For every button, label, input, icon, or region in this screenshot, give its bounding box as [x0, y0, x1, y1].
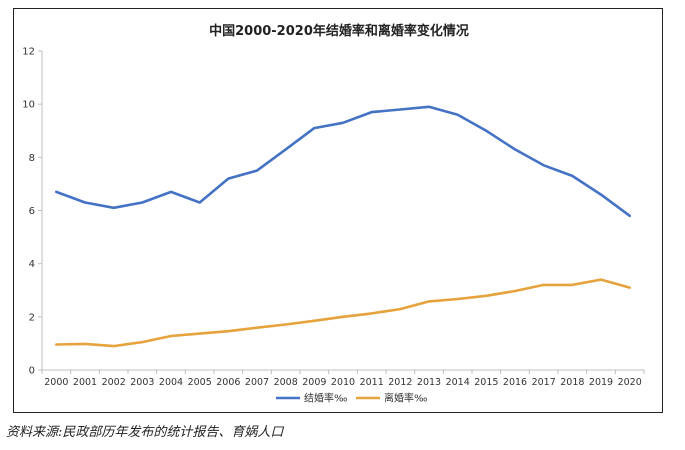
- x-tick-label: 2001: [73, 377, 97, 388]
- series-line-0: [54, 105, 632, 218]
- x-tick-label: 2011: [360, 377, 384, 388]
- x-tick-label: 2005: [188, 377, 212, 388]
- x-tick-label: 2006: [216, 377, 240, 388]
- chart-title: 中国2000-2020年结婚率和离婚率变化情况: [209, 23, 469, 39]
- x-tick-label: 2004: [159, 377, 183, 388]
- y-tick-label: 2: [29, 312, 35, 323]
- x-tick-label: 2008: [274, 377, 298, 388]
- x-tick-label: 2013: [417, 377, 441, 388]
- series-lines: [54, 105, 632, 348]
- y-tick-label: 8: [29, 153, 35, 164]
- x-tick-label: 2010: [331, 377, 355, 388]
- y-axis: 0 2 4 6 8 10 12: [22, 47, 43, 377]
- chart-frame: 中国2000-2020年结婚率和离婚率变化情况 0 2 4 6 8 10 12 2000 20…: [13, 8, 663, 413]
- x-tick-label: 2014: [446, 377, 470, 388]
- x-tick-label: 2007: [245, 377, 269, 388]
- y-tick-label: 4: [29, 259, 35, 270]
- x-tick-label: 2015: [474, 377, 498, 388]
- x-tick-label: 2012: [388, 377, 412, 388]
- x-tick-label: 2017: [532, 377, 556, 388]
- x-axis: 2000 2001 2002 2003 2004 2005 2006 2007 2008 2009…: [41, 369, 645, 388]
- series-line-1: [54, 278, 632, 348]
- x-tick-label: 2016: [503, 377, 527, 388]
- x-tick-label: 2019: [589, 377, 613, 388]
- legend-label: 离婚率‰: [384, 392, 427, 405]
- y-tick-label: 0: [29, 366, 35, 377]
- y-tick-label: 10: [22, 100, 35, 111]
- x-tick-label: 2009: [302, 377, 326, 388]
- x-tick-label: 2018: [560, 377, 584, 388]
- x-tick-label: 2000: [44, 377, 68, 388]
- x-tick-label: 2002: [102, 377, 126, 388]
- y-tick-label: 6: [29, 206, 35, 217]
- x-tick-label: 2020: [618, 377, 642, 388]
- legend: 结婚率‰ 离婚率‰: [276, 392, 427, 405]
- legend-label: 结婚率‰: [304, 392, 347, 405]
- y-tick-label: 12: [22, 47, 35, 58]
- source-note: 资料来源:民政部历年发布的统计报告、育娲人口: [6, 425, 284, 440]
- x-tick-label: 2003: [130, 377, 154, 388]
